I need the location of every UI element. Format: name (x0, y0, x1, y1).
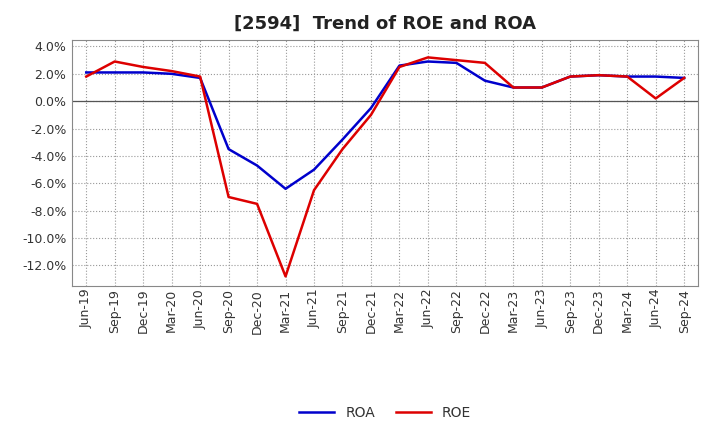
ROE (82, 74, 91, 79)
ROA (366, 106, 375, 111)
ROA (110, 70, 119, 75)
ROA (566, 74, 575, 79)
ROA (196, 75, 204, 81)
ROA (395, 63, 404, 68)
ROE (366, 112, 375, 117)
ROA (139, 70, 148, 75)
Title: [2594]  Trend of ROE and ROA: [2594] Trend of ROE and ROA (234, 15, 536, 33)
ROA (310, 167, 318, 172)
ROE (253, 201, 261, 206)
ROA (509, 85, 518, 90)
ROE (167, 69, 176, 74)
Line: ROA: ROA (86, 62, 684, 189)
ROE (623, 74, 631, 79)
ROE (338, 147, 347, 152)
ROA (680, 75, 688, 81)
ROA (167, 71, 176, 77)
ROE (225, 194, 233, 200)
ROA (595, 73, 603, 78)
ROE (110, 59, 119, 64)
ROA (480, 78, 489, 83)
ROE (310, 187, 318, 193)
ROA (282, 186, 290, 191)
ROE (595, 73, 603, 78)
ROA (652, 74, 660, 79)
ROE (196, 74, 204, 79)
ROA (82, 70, 91, 75)
ROE (566, 74, 575, 79)
ROE (139, 64, 148, 70)
ROA (338, 137, 347, 142)
ROA (423, 59, 432, 64)
Line: ROE: ROE (86, 57, 684, 276)
ROE (652, 96, 660, 101)
ROE (395, 64, 404, 70)
ROA (225, 147, 233, 152)
ROE (680, 75, 688, 81)
Legend: ROA, ROE: ROA, ROE (292, 399, 478, 427)
ROE (480, 60, 489, 66)
ROA (452, 60, 461, 66)
ROE (282, 274, 290, 279)
ROE (423, 55, 432, 60)
ROA (253, 163, 261, 168)
ROA (537, 85, 546, 90)
ROE (452, 58, 461, 63)
ROE (537, 85, 546, 90)
ROE (509, 85, 518, 90)
ROA (623, 74, 631, 79)
